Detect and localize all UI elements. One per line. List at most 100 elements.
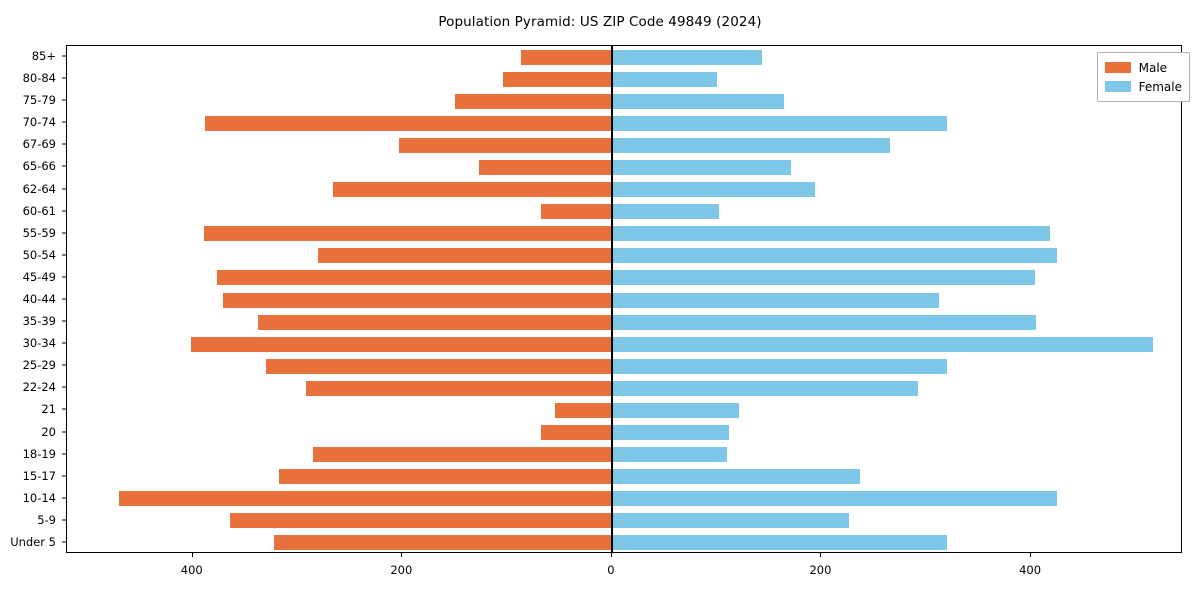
bar-female-5-9 [611, 513, 849, 529]
bar-female-85- [611, 49, 762, 65]
y-axis-tick-mark [62, 121, 66, 123]
bar-male-35-39 [257, 314, 612, 330]
y-axis-tick-label: 18-19 [22, 446, 56, 461]
y-axis-tick-label: 85+ [31, 49, 56, 64]
x-axis-tick-mark [401, 553, 403, 557]
y-axis-tick-mark [62, 453, 66, 455]
y-axis-tick-label: 25-29 [22, 358, 56, 373]
bar-female-80-84 [611, 71, 717, 87]
y-axis-tick-label: 21 [41, 402, 56, 417]
y-axis-tick-label: 22-24 [22, 380, 56, 395]
x-axis-tick-label: 400 [180, 563, 203, 577]
bar-female-55-59 [611, 226, 1050, 242]
bar-female-60-61 [611, 204, 719, 220]
y-axis-tick-mark [62, 99, 66, 101]
y-axis-tick-mark [62, 519, 66, 521]
zero-axis-line [611, 46, 613, 552]
y-axis-tick-mark [62, 232, 66, 234]
bar-male-60-61 [540, 204, 612, 220]
bar-male-50-54 [318, 248, 612, 264]
y-axis-tick-mark [62, 497, 66, 499]
bar-male-20 [540, 425, 612, 441]
y-axis-tick-label: 40-44 [22, 292, 56, 306]
bar-female-45-49 [611, 270, 1036, 286]
bar-female-25-29 [611, 358, 948, 374]
legend-swatch-male [1104, 62, 1131, 73]
y-axis-tick-label: Under 5 [10, 534, 56, 549]
bar-female-35-39 [611, 314, 1037, 330]
bar-female-10-14 [611, 491, 1058, 507]
bar-male-75-79 [454, 93, 612, 109]
y-axis-tick-label: 10-14 [22, 490, 56, 505]
bar-female-18-19 [611, 447, 728, 463]
y-axis-tick-mark [62, 541, 66, 543]
bar-male-under-5 [274, 535, 612, 551]
y-axis-tick-label: 67-69 [22, 137, 56, 152]
bar-female-20 [611, 425, 730, 441]
bar-male-10-14 [119, 491, 612, 507]
bar-female-22-24 [611, 380, 918, 396]
y-axis-tick-label: 65-66 [22, 159, 56, 174]
plot-area [66, 45, 1182, 553]
bar-male-62-64 [333, 182, 612, 198]
legend-swatch-female [1104, 81, 1131, 92]
x-axis-tick-label: 0 [607, 563, 615, 577]
y-axis-tick-label: 15-17 [22, 468, 56, 483]
y-axis-tick-mark [62, 431, 66, 433]
y-axis-tick-mark [62, 143, 66, 145]
bar-male-5-9 [230, 513, 612, 529]
y-axis-tick-label: 20 [41, 424, 56, 439]
x-axis-tick-mark [820, 553, 822, 557]
y-axis-tick-label: 30-34 [22, 336, 56, 351]
y-axis-tick-label: 70-74 [22, 115, 56, 130]
x-axis-tick-label: 200 [390, 563, 413, 577]
y-axis-tick-mark [62, 276, 66, 278]
y-axis-tick-label: 50-54 [22, 247, 56, 262]
y-axis-tick-mark [62, 210, 66, 212]
y-axis-tick-mark [62, 342, 66, 344]
y-axis-labels: 85+ 80-84 75-79 70-74 67-69 65-66 62-64 60-61 55… [0, 45, 66, 553]
y-axis-tick-mark [62, 298, 66, 300]
y-axis-tick-label: 5-9 [37, 512, 56, 527]
x-axis-tick-label: 200 [809, 563, 832, 577]
bar-female-40-44 [611, 292, 939, 308]
y-axis-tick-label: 55-59 [22, 225, 56, 240]
bar-male-15-17 [278, 469, 612, 485]
y-axis-tick-label: 62-64 [22, 181, 56, 196]
y-axis-tick-mark [62, 254, 66, 256]
bar-female-65-66 [611, 159, 792, 175]
x-axis-tick-mark [191, 553, 193, 557]
y-axis-tick-mark [62, 320, 66, 322]
x-axis-tick-mark [610, 553, 612, 557]
y-axis-tick-mark [62, 408, 66, 410]
y-axis-tick-mark [62, 475, 66, 477]
bar-female-under-5 [611, 535, 948, 551]
y-axis-tick-mark [62, 165, 66, 167]
y-axis-tick-mark [62, 55, 66, 57]
bar-female-75-79 [611, 93, 784, 109]
y-axis-tick-mark [62, 77, 66, 79]
bars-layer [67, 46, 1181, 552]
bar-female-67-69 [611, 137, 890, 153]
legend-entry-female[interactable]: Female [1104, 77, 1182, 96]
y-axis-tick-mark [62, 364, 66, 366]
bar-male-67-69 [399, 137, 612, 153]
x-axis-tick-mark [1030, 553, 1032, 557]
bar-female-15-17 [611, 469, 861, 485]
bar-female-21 [611, 402, 739, 418]
chart-title: Population Pyramid: US ZIP Code 49849 (2… [438, 14, 762, 30]
x-axis-labels: 400 200 0 200 400 [66, 553, 1182, 593]
y-axis-tick-label: 60-61 [22, 203, 56, 218]
y-axis-tick-label: 75-79 [22, 93, 56, 108]
bar-male-18-19 [313, 447, 612, 463]
bar-male-65-66 [478, 159, 612, 175]
bar-male-80-84 [502, 71, 612, 87]
bar-male-40-44 [223, 292, 612, 308]
legend-entry-male[interactable]: Male [1104, 58, 1182, 77]
bar-male-70-74 [205, 115, 612, 131]
bar-female-62-64 [611, 182, 816, 198]
legend-label-male: Male [1138, 60, 1168, 75]
y-axis-tick-label: 35-39 [22, 314, 56, 329]
legend-label-female: Female [1138, 79, 1182, 94]
